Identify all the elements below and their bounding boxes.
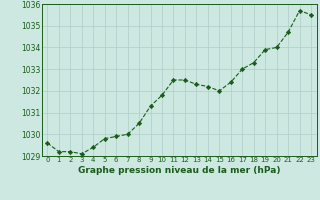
X-axis label: Graphe pression niveau de la mer (hPa): Graphe pression niveau de la mer (hPa) [78,166,280,175]
